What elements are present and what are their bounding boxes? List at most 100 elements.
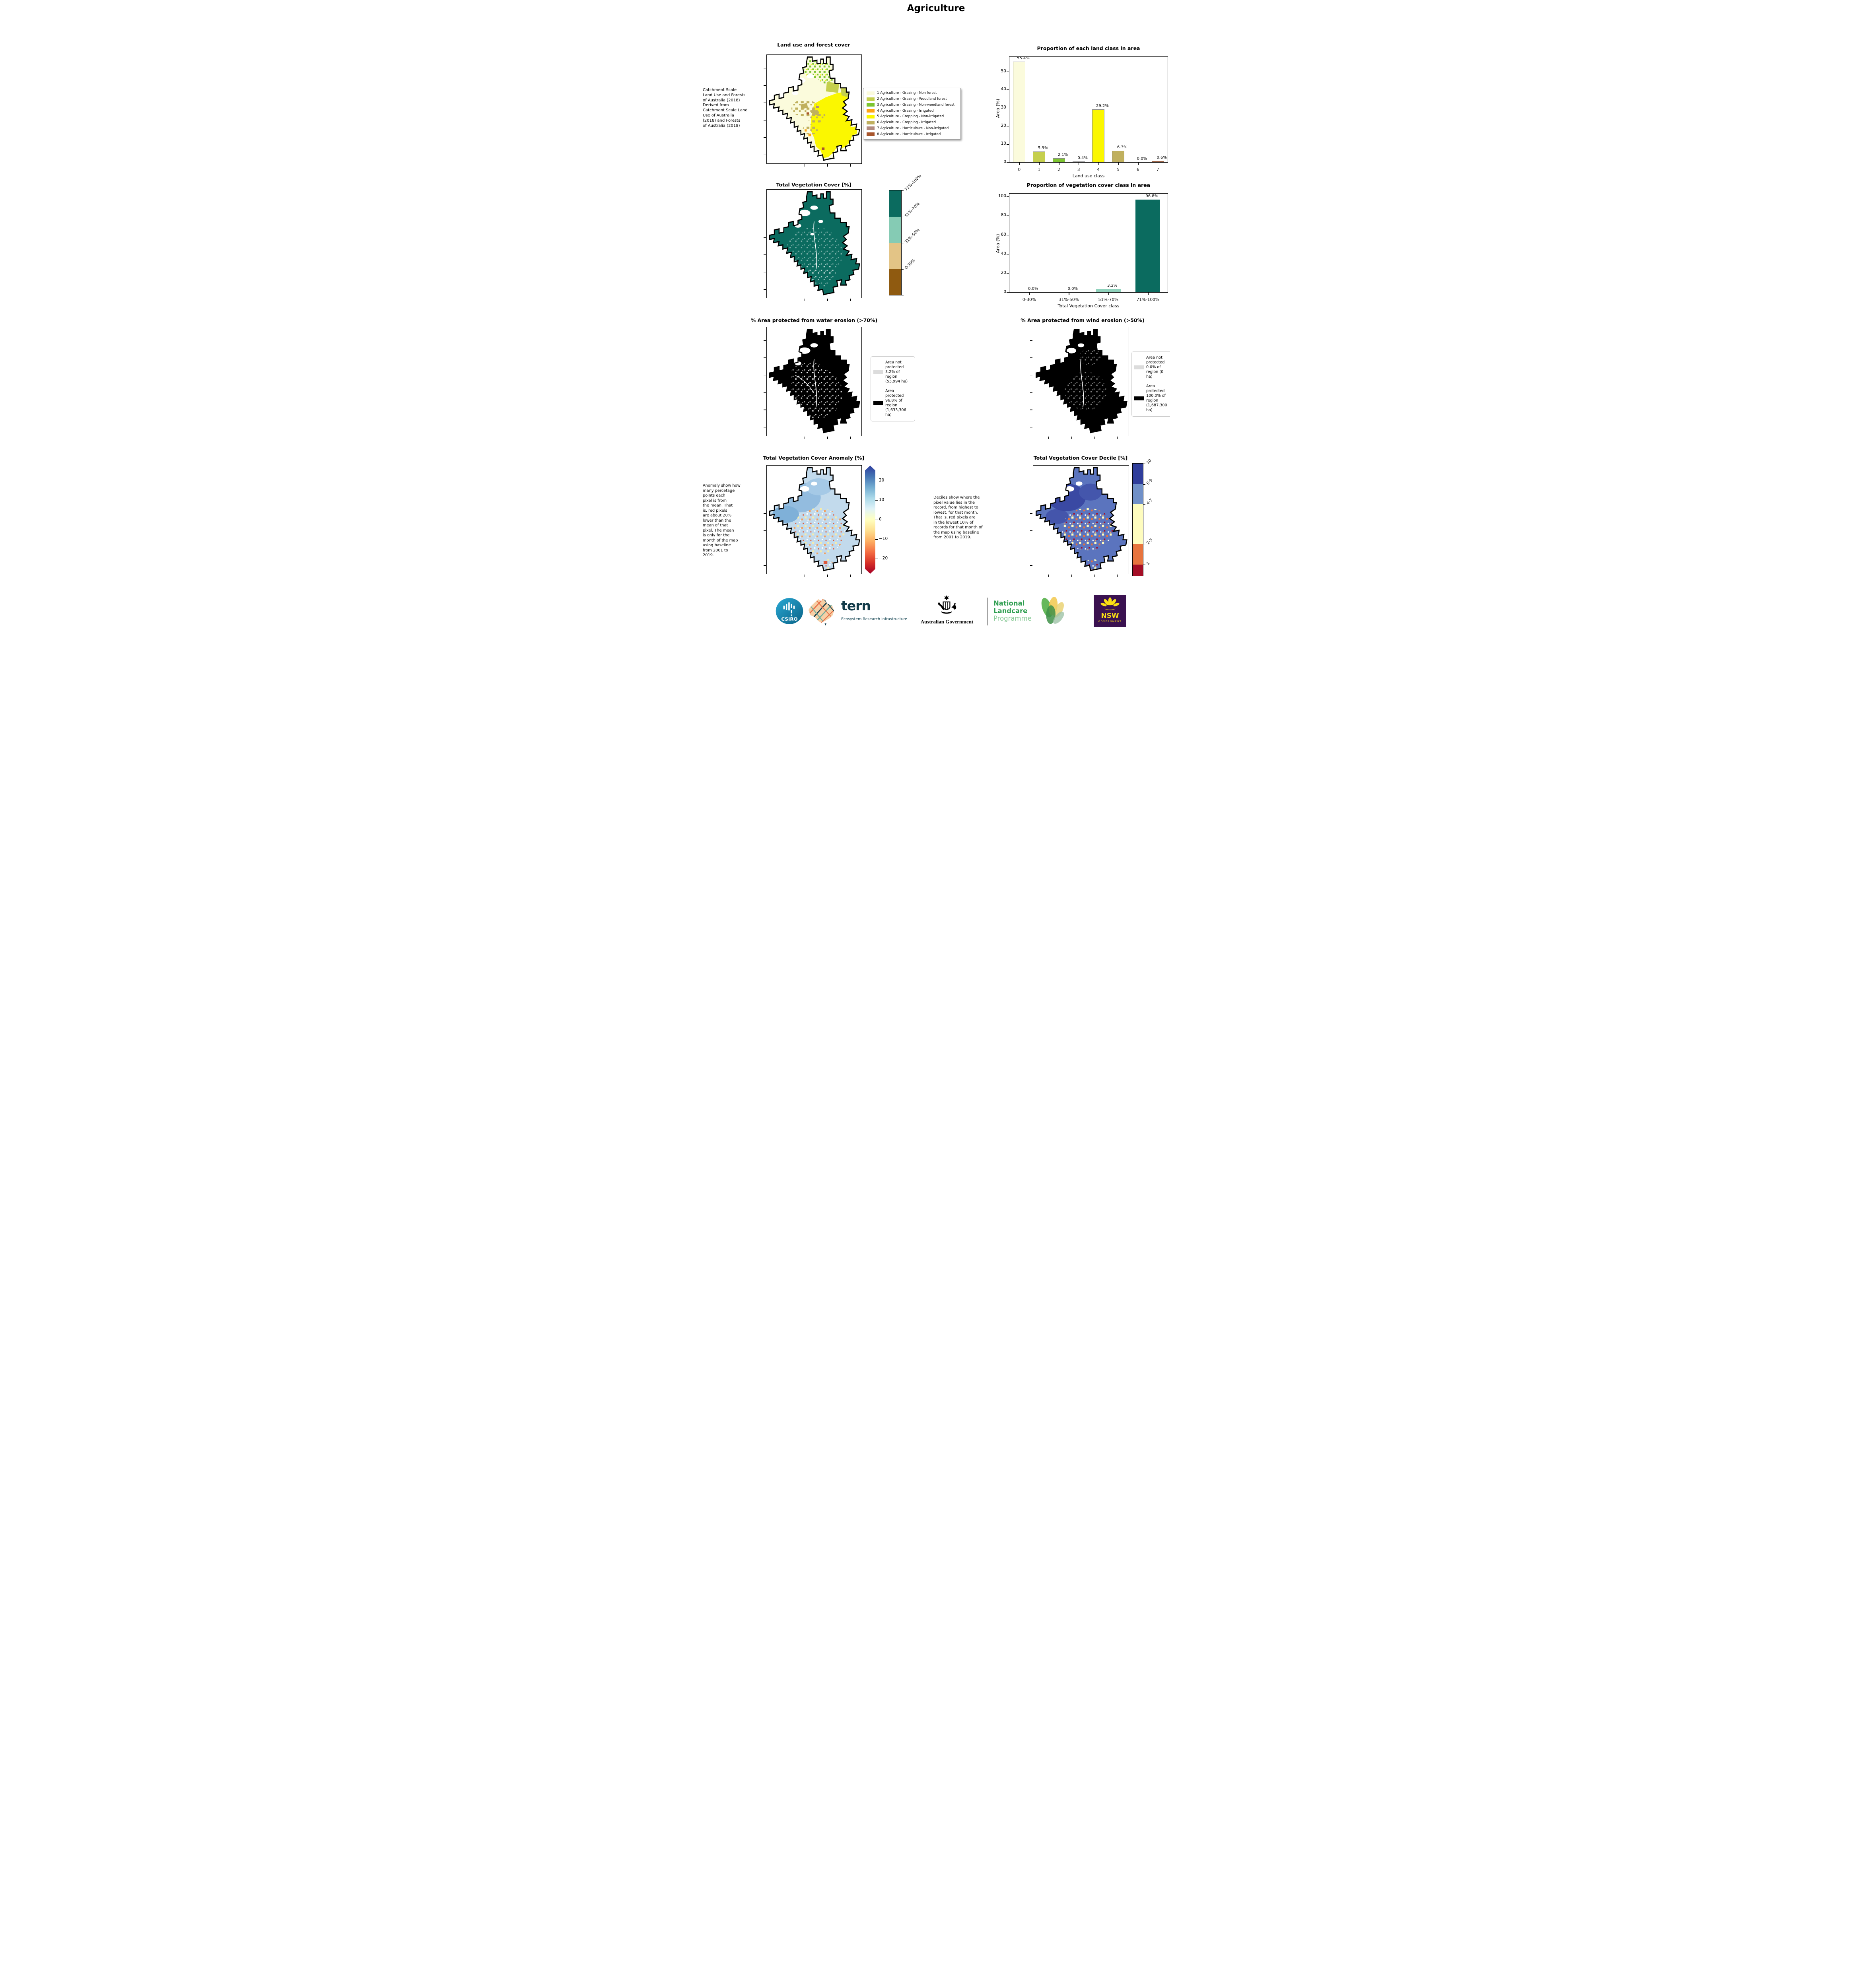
veg-class-chart: Proportion of vegetation cover class in …: [992, 182, 1170, 309]
colorbar-label: 31%-50%: [904, 227, 921, 245]
bar: [1072, 161, 1085, 162]
bar: [1096, 289, 1121, 292]
legend-label: 3 Agriculture - Grazing - Non-woodland f…: [877, 103, 955, 107]
legend-item: 4 Agriculture - Grazing - Irrigated: [867, 108, 957, 113]
bar: [1092, 109, 1105, 162]
csiro-logo-text: CSIRO: [781, 616, 797, 622]
legend-item: Area protected 100.0% of region (1,687,3…: [1134, 384, 1170, 413]
anomaly-map-title: Total Vegetation Cover Anomaly [%]: [763, 455, 865, 461]
bar-value-label: 2.1%: [1057, 153, 1068, 157]
y-tick-label: 40: [1001, 87, 1006, 92]
x-axis-tick: [1039, 163, 1040, 165]
axis-tick: [764, 513, 766, 514]
axis-tick: [764, 340, 766, 341]
bar: [1135, 199, 1161, 292]
colorbar-segment: [889, 190, 901, 217]
decile-map-raster: [1035, 467, 1127, 571]
legend-item: Area not protected 0.0% of region (0 ha): [1134, 355, 1170, 379]
y-tick-label: 10: [1001, 141, 1006, 146]
chart-title: Proportion of each land class in area: [1037, 45, 1140, 51]
colorbar-label: 2-3: [1146, 538, 1154, 546]
legend-label: Area not protected 3.2% of region (53,99…: [885, 360, 908, 384]
colorbar-label: 71%-100%: [904, 173, 923, 192]
legend-item: 5 Agriculture - Cropping - Non-irrigated: [867, 114, 957, 119]
anomaly-colorbar: 20 10 0 −10 −20: [865, 466, 888, 574]
legend-label: 5 Agriculture - Cropping - Non-irrigated: [877, 115, 944, 119]
legend-swatch: [1134, 365, 1144, 369]
axis-tick: [764, 137, 766, 138]
axis-tick: [1030, 530, 1032, 531]
legend-label: 1 Agriculture - Grazing - Non forest: [877, 91, 937, 95]
anomaly-colorbar-gradient: [865, 466, 875, 574]
bar-value-label: 0.0%: [1137, 157, 1147, 161]
landcare-logo-line1: National: [993, 600, 1025, 607]
australian-government-text: Australian Government: [920, 619, 974, 625]
nsw-logo-subtext: GOVERNMENT: [1098, 620, 1122, 623]
anomaly-description: Anomaly show how many percetage points e…: [703, 483, 741, 558]
axis-tick: [1094, 437, 1095, 439]
bar: [1112, 151, 1125, 162]
x-tick-label: 3: [1077, 167, 1080, 172]
water-erosion-map-title: % Area protected from water erosion (>70…: [750, 317, 878, 323]
axis-tick: [827, 164, 828, 167]
anomaly-map: [764, 465, 862, 577]
tern-logo-text: tern: [841, 598, 871, 613]
bar: [1151, 161, 1164, 162]
colorbar-tick-label: −10: [879, 536, 888, 542]
y-tick-label: 80: [1001, 213, 1006, 218]
veg-cover-map-title: Total Vegetation Cover [%]: [776, 182, 851, 188]
x-tick-label: 1: [1038, 167, 1040, 172]
csiro-logo: CSIRO: [776, 598, 803, 624]
land-use-legend: 1 Agriculture - Grazing - Non forest 2 Ag…: [863, 88, 961, 140]
y-axis-tick: [1007, 273, 1009, 274]
logo-footer: CSIRO tern Ecosystem Research Infrastruc…: [702, 592, 1170, 628]
legend-item: 6 Agriculture - Cropping - Irrigated: [867, 120, 957, 125]
legend-swatch: [867, 115, 875, 118]
colorbar-tick-label: 20: [879, 478, 884, 483]
bar-value-label: 0.4%: [1077, 156, 1088, 161]
axis-tick: [1030, 340, 1032, 341]
tern-logo-subtext: Ecosystem Research Infrastructure: [841, 617, 908, 621]
wind-erosion-legend: Area not protected 0.0% of region (0 ha)…: [1131, 351, 1170, 417]
y-tick-label: 40: [1001, 251, 1006, 256]
water-erosion-map: [764, 327, 862, 439]
nsw-waratah-icon: [1100, 597, 1120, 610]
y-tick-label: 100: [998, 194, 1006, 199]
colorbar-segment: [1133, 544, 1143, 565]
land-use-map: [764, 54, 862, 167]
axis-tick: [1048, 575, 1049, 577]
axis-tick: [1117, 437, 1118, 439]
colorbar-tick: [1143, 484, 1145, 485]
colorbar-tick: [1143, 504, 1145, 505]
y-tick-label: 60: [1001, 232, 1006, 237]
legend-item: 7 Agriculture - Horticulture - Non-irrig…: [867, 126, 957, 131]
y-axis-tick: [1007, 162, 1009, 163]
legend-swatch: [867, 132, 875, 136]
bar-value-label: 0.6%: [1157, 155, 1167, 160]
y-tick-label: 50: [1001, 68, 1006, 74]
bar-value-label: 6.3%: [1117, 145, 1127, 150]
colorbar-tick: [875, 500, 878, 501]
axis-tick: [827, 437, 828, 439]
colorbar-tick-label: 10: [879, 497, 884, 502]
y-tick-label: 0: [1003, 289, 1006, 294]
colorbar-label: 1: [1146, 561, 1151, 566]
water-erosion-legend: Area not protected 3.2% of region (53,99…: [871, 356, 915, 421]
x-tick-label: 6: [1137, 167, 1139, 172]
colorbar-segment: [1133, 564, 1143, 576]
wind-erosion-map-raster: [1035, 329, 1127, 433]
colorbar-tick-label: −20: [879, 556, 888, 561]
axis-tick: [1030, 513, 1032, 514]
anomaly-map-raster: [769, 467, 860, 571]
axis-tick: [764, 357, 766, 358]
colorbar-segment: [1133, 464, 1143, 484]
colorbar-label: 8-9: [1146, 478, 1154, 486]
legend-item: 3 Agriculture - Grazing - Non-woodland f…: [867, 102, 957, 107]
decile-map-title: Total Vegetation Cover Decile [%]: [1033, 455, 1128, 461]
axis-tick: [764, 530, 766, 531]
x-tick-label: 2: [1057, 167, 1060, 172]
axis-tick: [1048, 437, 1049, 439]
x-axis-tick: [1098, 163, 1099, 165]
axis-tick: [1030, 392, 1032, 393]
x-tick-label: 0: [1018, 167, 1021, 172]
